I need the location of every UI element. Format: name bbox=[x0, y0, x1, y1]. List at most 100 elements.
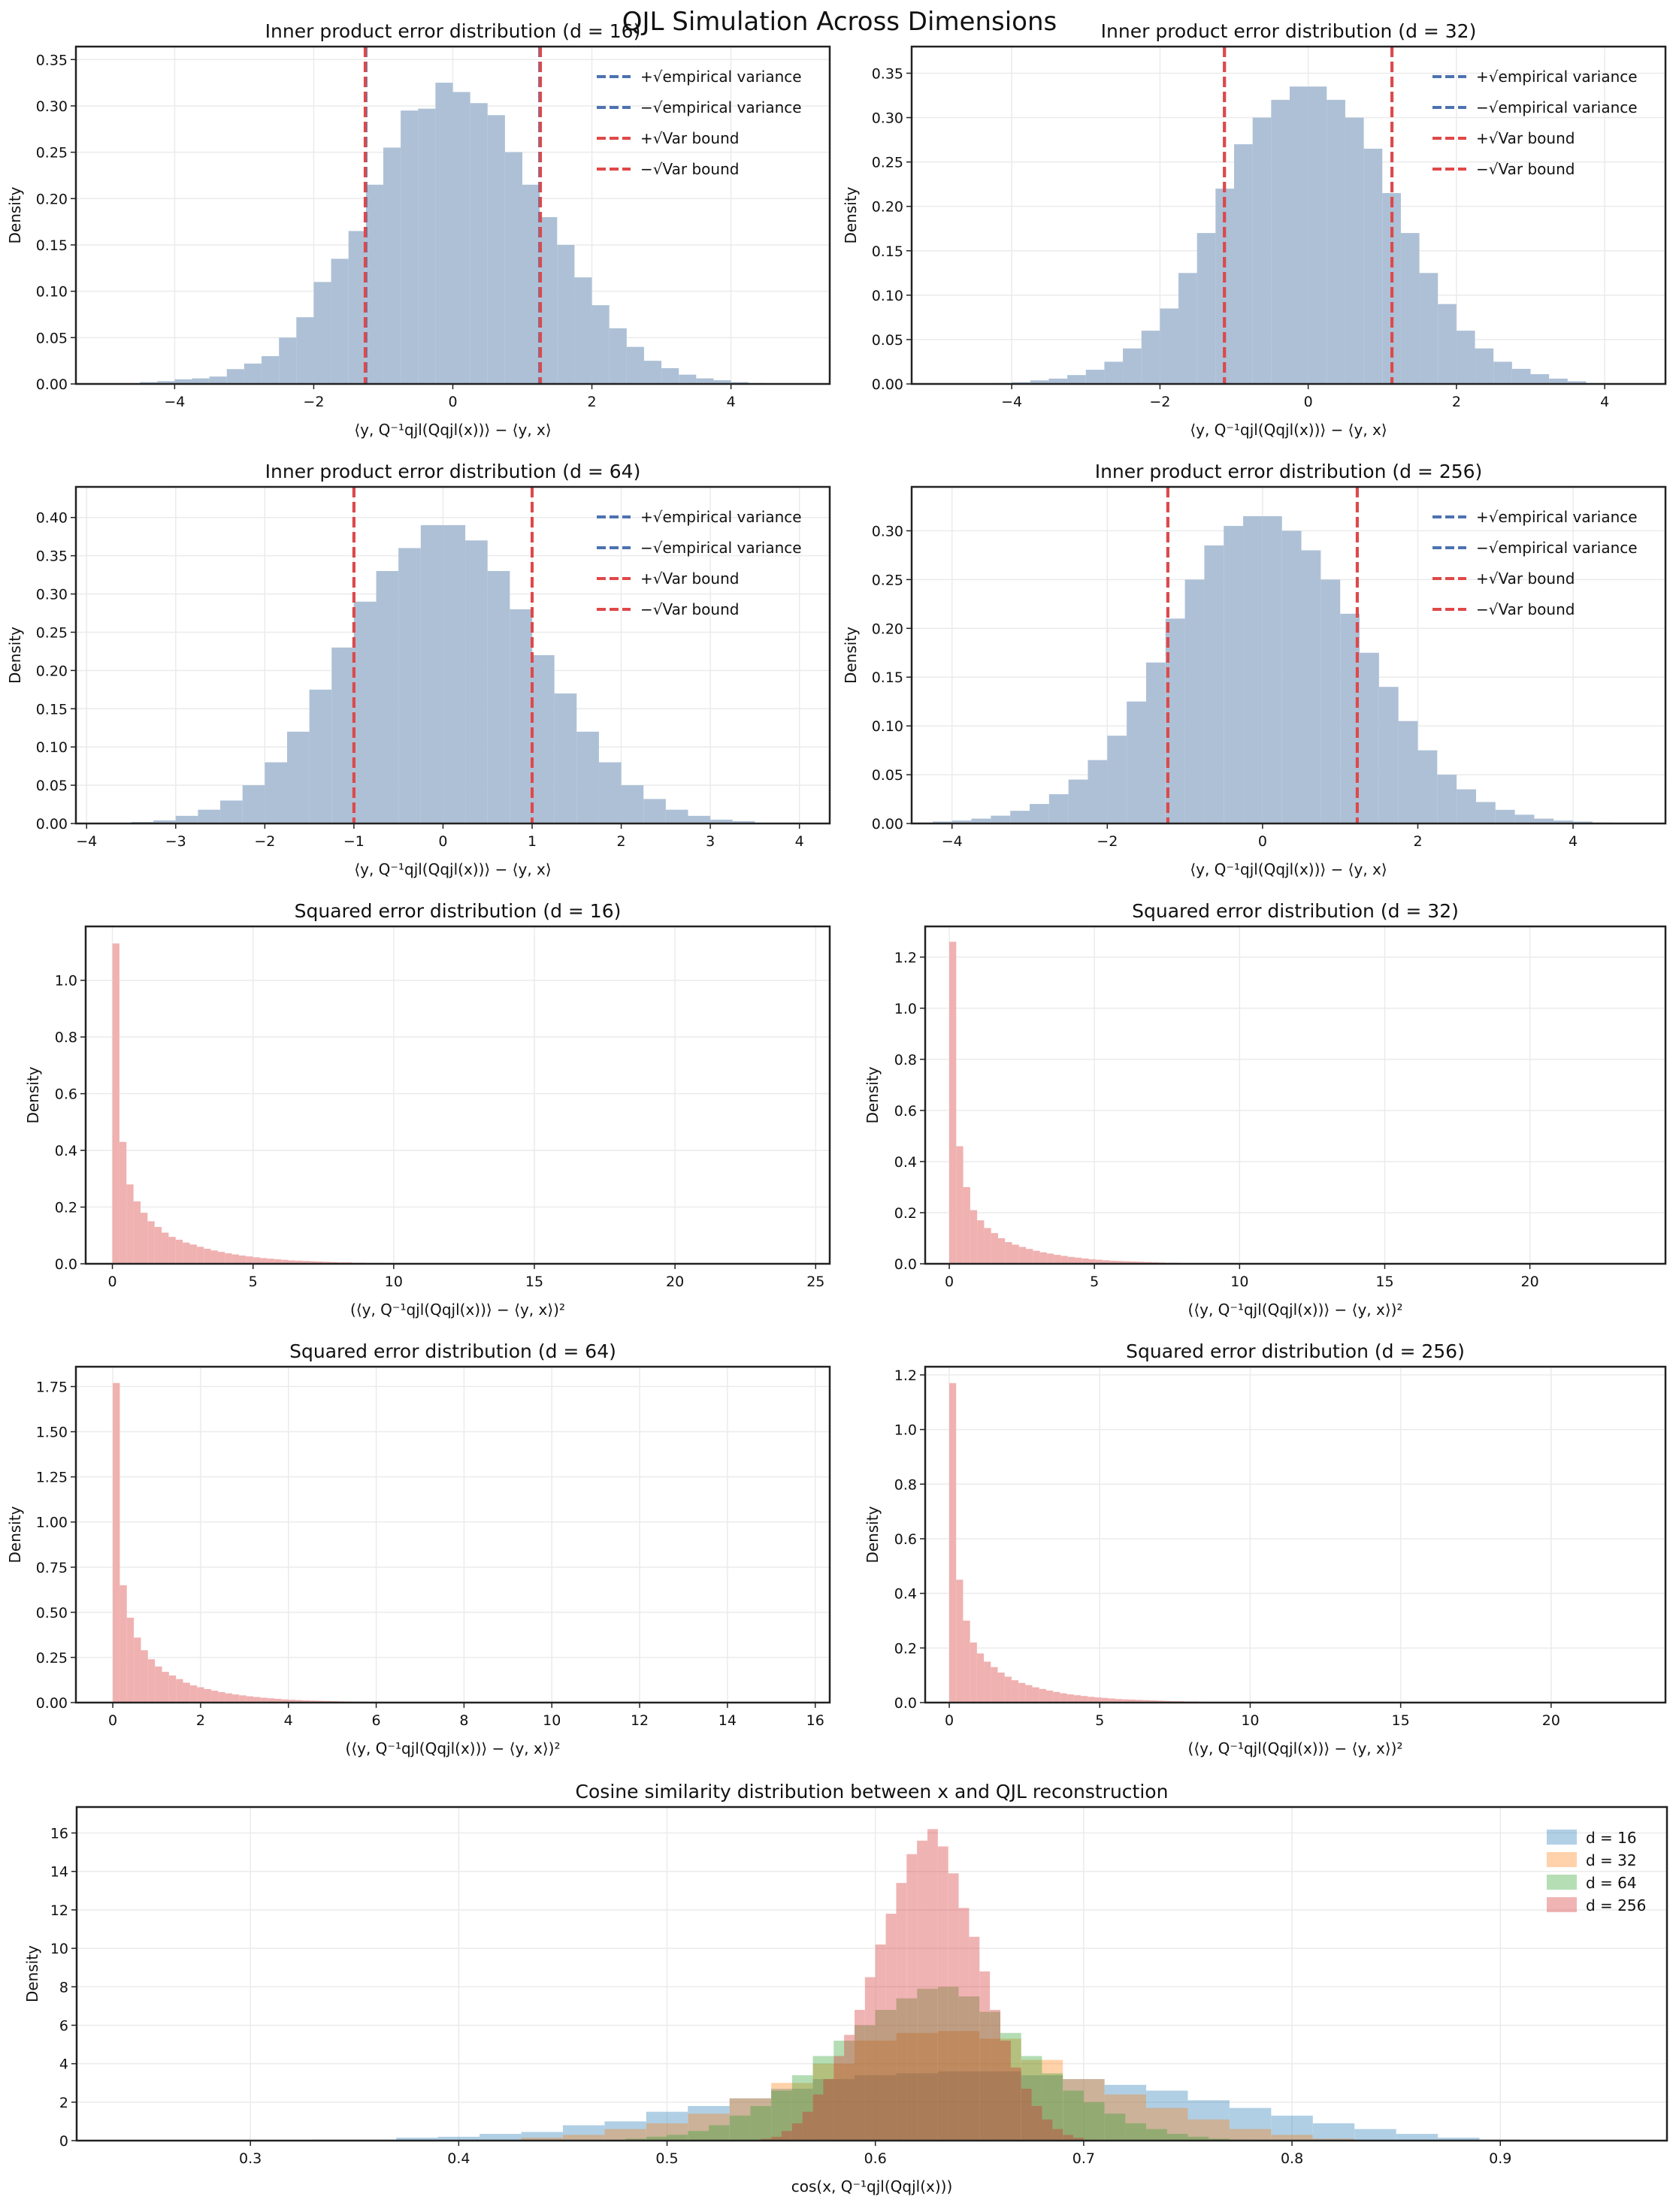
histogram-bar bbox=[576, 731, 599, 823]
histogram-bar bbox=[1308, 86, 1327, 384]
histogram-bar bbox=[487, 571, 510, 823]
x-tick-label: −4 bbox=[164, 394, 185, 410]
histogram-bar bbox=[479, 2134, 522, 2141]
histogram-bar bbox=[984, 1661, 991, 1703]
histogram-bar bbox=[1271, 2115, 1313, 2141]
histogram-bar bbox=[260, 1697, 268, 1703]
x-tick-label: 15 bbox=[1375, 1274, 1393, 1290]
x-tick-label: 4 bbox=[1569, 833, 1578, 850]
chart-panel-0: −4 −2 0 2 4 0.00 0.05 0.10 0.15 0.20 0.25 0.30 0.35 I… bbox=[6, 20, 831, 439]
histogram-bar bbox=[562, 2125, 605, 2141]
x-tick-label: 0 bbox=[945, 1712, 954, 1729]
plot-area bbox=[131, 487, 778, 823]
x-tick-label: 0.7 bbox=[1072, 2150, 1095, 2167]
histogram-bar bbox=[540, 216, 558, 384]
y-tick-label: 0 bbox=[59, 2133, 68, 2150]
y-tick-label: 0.05 bbox=[872, 332, 903, 349]
histogram-bar bbox=[1271, 99, 1290, 384]
histogram-bar bbox=[833, 2056, 845, 2141]
histogram-bar bbox=[949, 1382, 957, 1703]
histogram-bar bbox=[781, 2131, 792, 2141]
chart-panel-1: −4 −2 0 2 4 0.00 0.05 0.10 0.15 0.20 0.25 0.30 0.35 I… bbox=[842, 20, 1667, 439]
legend-label: +√Var bound bbox=[640, 129, 739, 147]
x-tick-label: 10 bbox=[543, 1712, 561, 1729]
y-tick-label: 0.00 bbox=[872, 816, 903, 833]
y-tick-label: 2 bbox=[59, 2095, 68, 2111]
histogram-bar bbox=[452, 92, 470, 384]
y-tick-label: 0.8 bbox=[55, 1029, 77, 1046]
histogram-bar bbox=[1085, 370, 1105, 384]
histogram-bar bbox=[1032, 1687, 1039, 1703]
histogram-bar bbox=[1066, 1694, 1074, 1703]
y-tick-label: 0.30 bbox=[36, 587, 68, 603]
y-tick-label: 0.25 bbox=[36, 624, 68, 641]
histogram-bar bbox=[231, 1694, 240, 1703]
histogram-bar bbox=[991, 1667, 998, 1703]
histogram-bar bbox=[1030, 380, 1049, 384]
y-tick-label: 0.25 bbox=[36, 145, 68, 162]
y-tick-label: 1.2 bbox=[894, 950, 917, 966]
histogram-bar bbox=[1187, 2100, 1230, 2141]
histogram-bar bbox=[1234, 144, 1253, 384]
x-tick-label: 25 bbox=[806, 1274, 824, 1290]
histogram-bar bbox=[1012, 1244, 1019, 1264]
histogram-bar bbox=[435, 83, 453, 384]
y-tick-label: 0.4 bbox=[55, 1143, 77, 1159]
legend-label: d = 64 bbox=[1586, 1874, 1637, 1892]
histogram-bar bbox=[1115, 1699, 1123, 1703]
x-tick-label: 14 bbox=[718, 1712, 737, 1729]
histogram-bar bbox=[991, 815, 1011, 823]
histogram-bar bbox=[218, 1692, 225, 1703]
histogram-bar bbox=[1419, 273, 1438, 384]
histogram-bar bbox=[1145, 662, 1166, 823]
histogram-bar bbox=[323, 1262, 331, 1264]
histogram-bar bbox=[896, 1883, 907, 2141]
histogram-bar bbox=[246, 1696, 253, 1703]
histogram-bar bbox=[1150, 1700, 1157, 1703]
histogram-bar bbox=[621, 785, 644, 823]
x-tick-label: 0 bbox=[438, 833, 447, 850]
histogram-bar bbox=[761, 2138, 772, 2141]
histogram-bar bbox=[174, 379, 192, 384]
chart-title: Squared error distribution (d = 32) bbox=[1132, 900, 1459, 922]
axes-frame bbox=[74, 485, 831, 825]
histogram-bar bbox=[1074, 1257, 1082, 1264]
histogram-bar bbox=[1456, 331, 1475, 384]
legend-label: −√Var bound bbox=[1476, 600, 1575, 618]
histogram-bar bbox=[896, 1998, 918, 2141]
histogram-bar bbox=[348, 231, 366, 384]
histogram-bar bbox=[260, 1258, 268, 1264]
histogram-bar bbox=[791, 2123, 803, 2141]
histogram-bar bbox=[1396, 2134, 1438, 2141]
histogram-bar bbox=[970, 1642, 977, 1703]
histogram-bar bbox=[937, 1846, 948, 2141]
histogram-bar bbox=[844, 2035, 855, 2141]
histogram-bar bbox=[331, 258, 349, 384]
histogram-bar bbox=[688, 815, 711, 823]
histogram-bar bbox=[956, 1146, 964, 1264]
histogram-bar bbox=[168, 1675, 177, 1703]
chart-title: Squared error distribution (d = 64) bbox=[289, 1340, 616, 1362]
histogram-bar bbox=[1146, 2090, 1188, 2141]
series-0 bbox=[949, 1382, 1261, 1703]
y-tick-label: 1.0 bbox=[894, 1422, 917, 1439]
histogram-bar bbox=[1281, 530, 1302, 823]
histogram-bar bbox=[833, 2040, 855, 2141]
histogram-bar bbox=[963, 1620, 970, 1703]
y-tick-label: 0.35 bbox=[36, 52, 68, 68]
y-axis-label: Density bbox=[23, 1945, 41, 2002]
histogram-bar bbox=[265, 762, 287, 823]
histogram-bar bbox=[532, 655, 555, 823]
histogram-bar bbox=[1048, 378, 1068, 384]
chart-panel-7: 0 5 10 15 20 0.0 0.2 0.4 0.6 0.8 1.0 1.2 Squared err… bbox=[864, 1340, 1667, 1757]
histogram-bar bbox=[244, 363, 262, 384]
histogram-bar bbox=[225, 1693, 232, 1703]
x-tick-label: 10 bbox=[1230, 1274, 1248, 1290]
histogram-bar bbox=[210, 1250, 218, 1264]
y-tick-label: 0.00 bbox=[36, 1695, 68, 1712]
histogram-bar bbox=[963, 1186, 970, 1264]
histogram-bar bbox=[977, 1220, 985, 1264]
x-tick-label: 8 bbox=[459, 1712, 468, 1729]
y-tick-label: 0.2 bbox=[894, 1205, 917, 1222]
